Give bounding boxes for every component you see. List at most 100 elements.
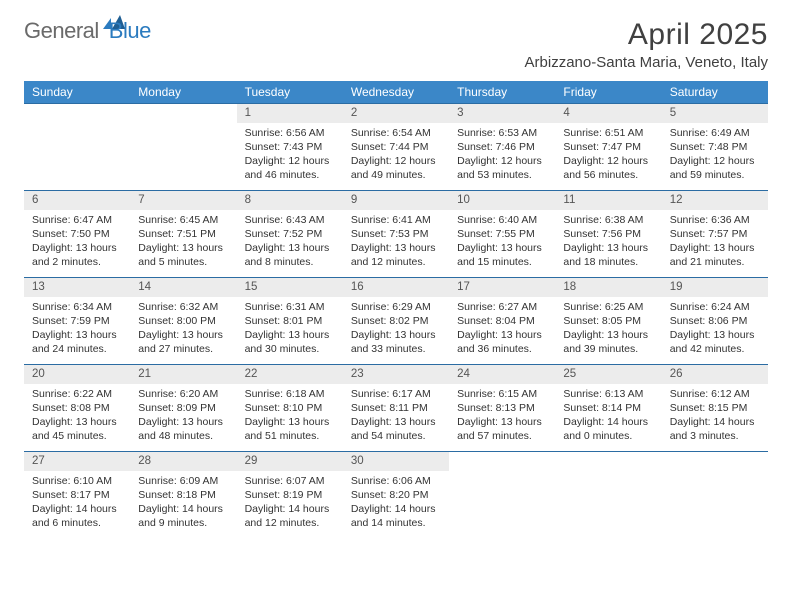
sunset-text: Sunset: 8:20 PM: [351, 488, 441, 502]
sunrise-text: Sunrise: 6:17 AM: [351, 387, 441, 401]
daylight-text: Daylight: 13 hours and 42 minutes.: [670, 328, 760, 356]
day-number: 5: [662, 104, 768, 123]
day-cell: Sunrise: 6:56 AMSunset: 7:43 PMDaylight:…: [237, 123, 343, 191]
sunrise-text: Sunrise: 6:36 AM: [670, 213, 760, 227]
day-cell: Sunrise: 6:54 AMSunset: 7:44 PMDaylight:…: [343, 123, 449, 191]
daylight-text: Daylight: 13 hours and 27 minutes.: [138, 328, 228, 356]
daylight-text: Daylight: 12 hours and 59 minutes.: [670, 154, 760, 182]
day-number-empty: [24, 104, 130, 123]
sunset-text: Sunset: 7:59 PM: [32, 314, 122, 328]
sunrise-text: Sunrise: 6:40 AM: [457, 213, 547, 227]
day-cell: Sunrise: 6:24 AMSunset: 8:06 PMDaylight:…: [662, 297, 768, 365]
day-cell-empty: [662, 471, 768, 539]
calendar-table: SundayMondayTuesdayWednesdayThursdayFrid…: [24, 81, 768, 539]
day-cell: Sunrise: 6:09 AMSunset: 8:18 PMDaylight:…: [130, 471, 236, 539]
day-number-empty: [555, 452, 661, 471]
week-content-row: Sunrise: 6:34 AMSunset: 7:59 PMDaylight:…: [24, 297, 768, 365]
daylight-text: Daylight: 13 hours and 48 minutes.: [138, 415, 228, 443]
day-cell: Sunrise: 6:43 AMSunset: 7:52 PMDaylight:…: [237, 210, 343, 278]
daylight-text: Daylight: 13 hours and 57 minutes.: [457, 415, 547, 443]
daylight-text: Daylight: 12 hours and 53 minutes.: [457, 154, 547, 182]
sunset-text: Sunset: 7:57 PM: [670, 227, 760, 241]
day-number: 9: [343, 191, 449, 210]
day-number: 2: [343, 104, 449, 123]
daylight-text: Daylight: 13 hours and 36 minutes.: [457, 328, 547, 356]
sunrise-text: Sunrise: 6:27 AM: [457, 300, 547, 314]
daylight-text: Daylight: 13 hours and 54 minutes.: [351, 415, 441, 443]
sunset-text: Sunset: 8:13 PM: [457, 401, 547, 415]
sunrise-text: Sunrise: 6:47 AM: [32, 213, 122, 227]
calendar-header-row: SundayMondayTuesdayWednesdayThursdayFrid…: [24, 81, 768, 104]
sunrise-text: Sunrise: 6:41 AM: [351, 213, 441, 227]
day-header: Tuesday: [237, 81, 343, 104]
day-cell: Sunrise: 6:49 AMSunset: 7:48 PMDaylight:…: [662, 123, 768, 191]
day-cell: Sunrise: 6:07 AMSunset: 8:19 PMDaylight:…: [237, 471, 343, 539]
day-number: 18: [555, 278, 661, 297]
day-number: 20: [24, 365, 130, 384]
daylight-text: Daylight: 13 hours and 24 minutes.: [32, 328, 122, 356]
daylight-text: Daylight: 14 hours and 3 minutes.: [670, 415, 760, 443]
sunrise-text: Sunrise: 6:25 AM: [563, 300, 653, 314]
day-cell-empty: [449, 471, 555, 539]
day-number: 1: [237, 104, 343, 123]
daylight-text: Daylight: 14 hours and 14 minutes.: [351, 502, 441, 530]
day-header: Thursday: [449, 81, 555, 104]
sunset-text: Sunset: 7:51 PM: [138, 227, 228, 241]
day-cell: Sunrise: 6:40 AMSunset: 7:55 PMDaylight:…: [449, 210, 555, 278]
sunset-text: Sunset: 8:04 PM: [457, 314, 547, 328]
sunset-text: Sunset: 7:44 PM: [351, 140, 441, 154]
brand-part2: Blue: [109, 18, 151, 44]
daylight-text: Daylight: 13 hours and 51 minutes.: [245, 415, 335, 443]
day-cell: Sunrise: 6:22 AMSunset: 8:08 PMDaylight:…: [24, 384, 130, 452]
brand-part1: General: [24, 18, 99, 44]
day-cell-empty: [555, 471, 661, 539]
sunrise-text: Sunrise: 6:29 AM: [351, 300, 441, 314]
day-number: 7: [130, 191, 236, 210]
sunset-text: Sunset: 8:17 PM: [32, 488, 122, 502]
day-header: Monday: [130, 81, 236, 104]
day-cell: Sunrise: 6:47 AMSunset: 7:50 PMDaylight:…: [24, 210, 130, 278]
day-cell: Sunrise: 6:18 AMSunset: 8:10 PMDaylight:…: [237, 384, 343, 452]
day-cell: Sunrise: 6:51 AMSunset: 7:47 PMDaylight:…: [555, 123, 661, 191]
sunset-text: Sunset: 8:19 PM: [245, 488, 335, 502]
day-number: 13: [24, 278, 130, 297]
daylight-text: Daylight: 13 hours and 8 minutes.: [245, 241, 335, 269]
sunrise-text: Sunrise: 6:07 AM: [245, 474, 335, 488]
daylight-text: Daylight: 13 hours and 45 minutes.: [32, 415, 122, 443]
daylight-text: Daylight: 12 hours and 49 minutes.: [351, 154, 441, 182]
day-number: 14: [130, 278, 236, 297]
day-number: 22: [237, 365, 343, 384]
day-number-empty: [449, 452, 555, 471]
daylight-text: Daylight: 13 hours and 33 minutes.: [351, 328, 441, 356]
week-daynum-row: 6789101112: [24, 191, 768, 210]
daylight-text: Daylight: 13 hours and 39 minutes.: [563, 328, 653, 356]
day-header: Sunday: [24, 81, 130, 104]
sunrise-text: Sunrise: 6:18 AM: [245, 387, 335, 401]
day-cell: Sunrise: 6:38 AMSunset: 7:56 PMDaylight:…: [555, 210, 661, 278]
daylight-text: Daylight: 14 hours and 12 minutes.: [245, 502, 335, 530]
sunrise-text: Sunrise: 6:34 AM: [32, 300, 122, 314]
day-number: 16: [343, 278, 449, 297]
sunset-text: Sunset: 8:15 PM: [670, 401, 760, 415]
sunrise-text: Sunrise: 6:24 AM: [670, 300, 760, 314]
day-number: 19: [662, 278, 768, 297]
week-daynum-row: 20212223242526: [24, 365, 768, 384]
day-number: 27: [24, 452, 130, 471]
daylight-text: Daylight: 13 hours and 15 minutes.: [457, 241, 547, 269]
day-number: 29: [237, 452, 343, 471]
day-cell-empty: [24, 123, 130, 191]
sunset-text: Sunset: 8:05 PM: [563, 314, 653, 328]
daylight-text: Daylight: 14 hours and 6 minutes.: [32, 502, 122, 530]
day-number: 26: [662, 365, 768, 384]
day-cell: Sunrise: 6:17 AMSunset: 8:11 PMDaylight:…: [343, 384, 449, 452]
sunset-text: Sunset: 7:46 PM: [457, 140, 547, 154]
sunrise-text: Sunrise: 6:43 AM: [245, 213, 335, 227]
sunrise-text: Sunrise: 6:56 AM: [245, 126, 335, 140]
day-cell: Sunrise: 6:25 AMSunset: 8:05 PMDaylight:…: [555, 297, 661, 365]
sunrise-text: Sunrise: 6:22 AM: [32, 387, 122, 401]
day-cell: Sunrise: 6:29 AMSunset: 8:02 PMDaylight:…: [343, 297, 449, 365]
sunrise-text: Sunrise: 6:10 AM: [32, 474, 122, 488]
sunset-text: Sunset: 8:01 PM: [245, 314, 335, 328]
sunset-text: Sunset: 8:14 PM: [563, 401, 653, 415]
day-cell: Sunrise: 6:06 AMSunset: 8:20 PMDaylight:…: [343, 471, 449, 539]
